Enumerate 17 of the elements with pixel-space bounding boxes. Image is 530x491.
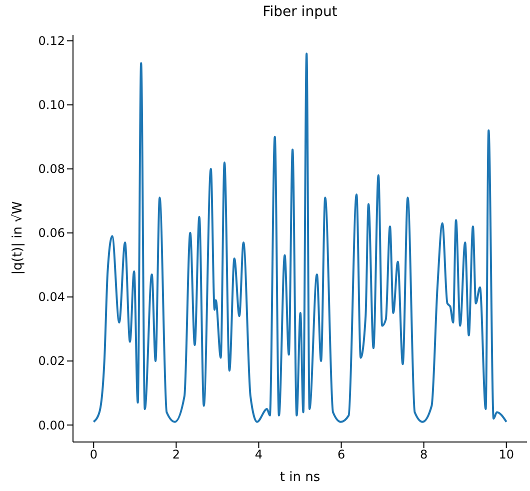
chart-title: Fiber input [262,4,338,20]
y-tick-label: 0.00 [38,418,65,432]
x-axis-title: t in ns [278,470,322,485]
y-tick-label: 0.04 [38,290,65,304]
y-tick-label: 0.10 [38,98,65,112]
x-tick-label: 6 [337,448,346,462]
y-tick-label: 0.06 [38,226,65,240]
x-tick-label: 8 [420,448,428,462]
y-tick-label: 0.08 [38,162,65,176]
y-tick-label: 0.12 [38,34,65,48]
line-series [92,52,508,423]
x-tick-label: 4 [254,448,263,462]
x-tick-label: 2 [172,448,180,462]
x-tick-label: 10 [498,448,514,462]
y-axis-title: |q(t)| in √W [10,201,26,275]
y-tick-label: 0.02 [38,354,65,368]
x-tick-label: 0 [90,448,98,462]
